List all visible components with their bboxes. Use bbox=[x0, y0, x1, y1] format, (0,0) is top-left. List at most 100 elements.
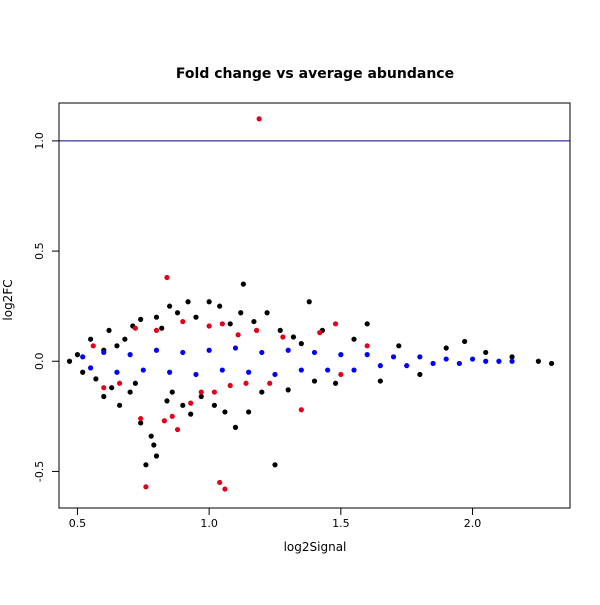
data-point bbox=[311, 349, 318, 356]
data-point bbox=[298, 341, 304, 347]
y-tick-label: 0.0 bbox=[33, 352, 46, 370]
data-point bbox=[151, 442, 157, 448]
data-point bbox=[198, 389, 204, 395]
data-point bbox=[127, 352, 133, 358]
data-point bbox=[311, 378, 318, 384]
data-point bbox=[246, 409, 252, 415]
data-point bbox=[509, 354, 515, 360]
data-point bbox=[180, 318, 186, 325]
data-point bbox=[116, 402, 123, 408]
data-point bbox=[143, 462, 149, 468]
axis-ticks: 0.5 1.0 1.5 2.0 -0.5 0.0 0.5 1.0 bbox=[33, 132, 481, 530]
data-point bbox=[164, 398, 170, 404]
data-point bbox=[404, 363, 410, 369]
data-point bbox=[285, 347, 291, 353]
data-point bbox=[298, 407, 304, 413]
data-point bbox=[159, 325, 165, 331]
data-point bbox=[164, 274, 170, 281]
data-point bbox=[74, 352, 81, 358]
data-point bbox=[338, 352, 344, 358]
data-point bbox=[80, 354, 86, 360]
y-tick-label: 1.0 bbox=[33, 132, 46, 150]
data-point bbox=[116, 380, 123, 386]
data-point bbox=[277, 327, 283, 333]
data-point bbox=[174, 426, 181, 433]
data-point bbox=[253, 327, 260, 333]
plot-frame bbox=[58, 102, 571, 509]
data-point bbox=[188, 411, 194, 417]
data-point bbox=[227, 321, 233, 327]
data-point bbox=[90, 343, 96, 349]
y-axis-label: log2FC bbox=[1, 279, 15, 320]
data-point bbox=[377, 363, 383, 369]
data-point bbox=[138, 420, 144, 426]
data-point bbox=[211, 389, 218, 395]
data-point bbox=[193, 314, 199, 320]
chart-title: Fold change vs average abundance bbox=[176, 66, 454, 82]
x-tick-label: 1.5 bbox=[332, 517, 350, 530]
data-point bbox=[101, 393, 107, 400]
data-point bbox=[174, 310, 181, 316]
data-point bbox=[114, 369, 120, 375]
data-point bbox=[227, 382, 233, 389]
data-point bbox=[256, 116, 262, 122]
data-point bbox=[535, 358, 541, 364]
data-point bbox=[456, 360, 462, 367]
data-point bbox=[127, 389, 133, 395]
data-point bbox=[267, 380, 273, 386]
x-tick-label: 1.0 bbox=[200, 517, 218, 530]
data-point bbox=[80, 369, 86, 375]
data-point bbox=[217, 479, 223, 486]
data-point bbox=[138, 415, 144, 422]
data-point bbox=[306, 299, 312, 305]
data-point bbox=[443, 356, 449, 362]
data-point bbox=[101, 385, 107, 391]
data-point bbox=[180, 349, 186, 356]
y-tick-label: -0.5 bbox=[33, 461, 46, 482]
data-point bbox=[180, 402, 186, 408]
data-point bbox=[332, 321, 339, 327]
data-point bbox=[548, 360, 555, 367]
data-point bbox=[243, 380, 249, 386]
data-point bbox=[219, 367, 225, 373]
data-point bbox=[251, 318, 257, 325]
data-point bbox=[101, 349, 107, 356]
data-point bbox=[66, 358, 73, 364]
data-point bbox=[169, 413, 175, 419]
data-point bbox=[235, 332, 241, 338]
data-point bbox=[153, 314, 160, 320]
data-point bbox=[211, 402, 218, 408]
data-point bbox=[122, 336, 128, 342]
data-point bbox=[88, 336, 94, 342]
data-points bbox=[66, 116, 555, 492]
x-tick-label: 0.5 bbox=[69, 517, 87, 530]
data-point bbox=[496, 358, 502, 364]
data-point bbox=[280, 334, 286, 340]
data-point bbox=[185, 299, 191, 305]
data-point bbox=[396, 343, 402, 349]
data-point bbox=[430, 360, 436, 367]
data-point bbox=[351, 367, 357, 373]
x-tick-label: 2.0 bbox=[464, 517, 482, 530]
data-point bbox=[106, 327, 112, 333]
data-point bbox=[338, 371, 344, 378]
data-point bbox=[114, 343, 120, 349]
data-point bbox=[206, 347, 212, 353]
data-point bbox=[483, 349, 489, 356]
data-point bbox=[259, 389, 265, 395]
data-point bbox=[259, 349, 265, 356]
data-point bbox=[219, 321, 225, 327]
data-point bbox=[285, 387, 291, 393]
y-tick-label: 0.5 bbox=[33, 242, 46, 259]
data-point bbox=[232, 424, 239, 430]
data-point bbox=[264, 310, 270, 316]
data-point bbox=[238, 310, 244, 316]
data-point bbox=[232, 345, 239, 351]
data-point bbox=[143, 484, 149, 490]
data-point bbox=[132, 325, 138, 331]
data-point bbox=[364, 352, 370, 358]
data-point bbox=[167, 303, 173, 309]
data-point bbox=[153, 327, 160, 333]
data-point bbox=[140, 367, 146, 373]
